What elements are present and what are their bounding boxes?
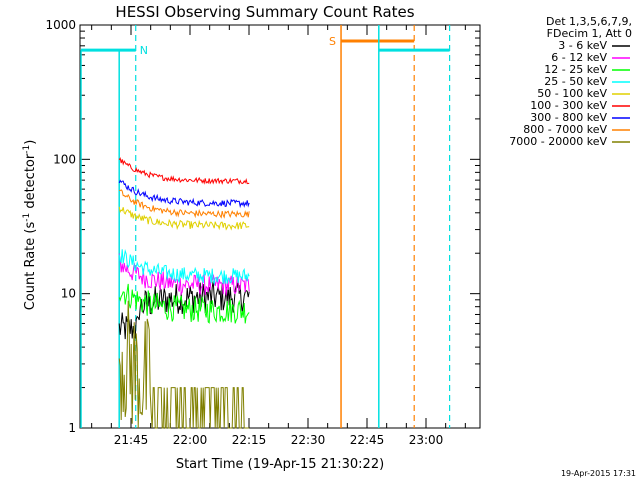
trace-1 [118, 253, 250, 296]
trace-4 [118, 206, 250, 231]
trace-2 [118, 283, 250, 324]
y-axis: 1 10 100 1000 [45, 18, 480, 435]
x-axis-label: Start Time (19-Apr-15 21:30:22) [176, 457, 384, 472]
trace-7 [119, 189, 250, 219]
x-tick-label: 22:45 [350, 433, 385, 447]
legend-header: FDecim 1, Att 0 [547, 27, 632, 40]
legend-entry: 3 - 6 keV [558, 39, 607, 52]
trace-3 [118, 249, 250, 286]
y-tick-label: 1000 [45, 18, 76, 32]
saa-label: S [329, 35, 336, 48]
night-label: N [140, 44, 148, 57]
plot-frame [79, 24, 481, 429]
x-tick-label: 21:45 [114, 433, 149, 447]
chart-title: HESSI Observing Summary Count Rates [115, 3, 414, 21]
legend-entry: 7000 - 20000 keV [509, 135, 607, 148]
timestamp: 19-Apr-2015 17:31 [561, 469, 636, 478]
x-tick-label: 23:00 [409, 433, 444, 447]
x-axis: 21:45 22:00 22:15 22:30 22:45 23:00 [91, 25, 466, 447]
legend-entry: 6 - 12 keV [551, 51, 607, 64]
y-tick-label: 1 [68, 421, 76, 435]
legend-entry: 12 - 25 keV [544, 63, 607, 76]
orbit-intervals: NS [80, 25, 451, 428]
legend-entry: 25 - 50 keV [544, 75, 607, 88]
y-axis-label: Count Rate (s-1 detector-1) [22, 140, 38, 311]
legend-entry: 800 - 7000 keV [523, 123, 607, 136]
legend-entry: 50 - 100 keV [537, 87, 607, 100]
x-tick-label: 22:00 [173, 433, 208, 447]
legend-entry: 300 - 800 keV [530, 111, 607, 124]
legend: Det 1,3,5,6,7,9,FDecim 1, Att 03 - 6 keV… [509, 15, 632, 148]
trace-8 [118, 300, 250, 429]
y-tick-label: 100 [53, 152, 76, 166]
trace-5 [118, 157, 250, 185]
legend-header: Det 1,3,5,6,7,9, [546, 15, 632, 28]
legend-entry: 100 - 300 keV [530, 99, 607, 112]
count-rate-traces [118, 157, 250, 429]
trace-6 [118, 179, 250, 209]
x-tick-label: 22:15 [232, 433, 267, 447]
y-tick-label: 10 [61, 287, 76, 301]
x-tick-label: 22:30 [291, 433, 326, 447]
